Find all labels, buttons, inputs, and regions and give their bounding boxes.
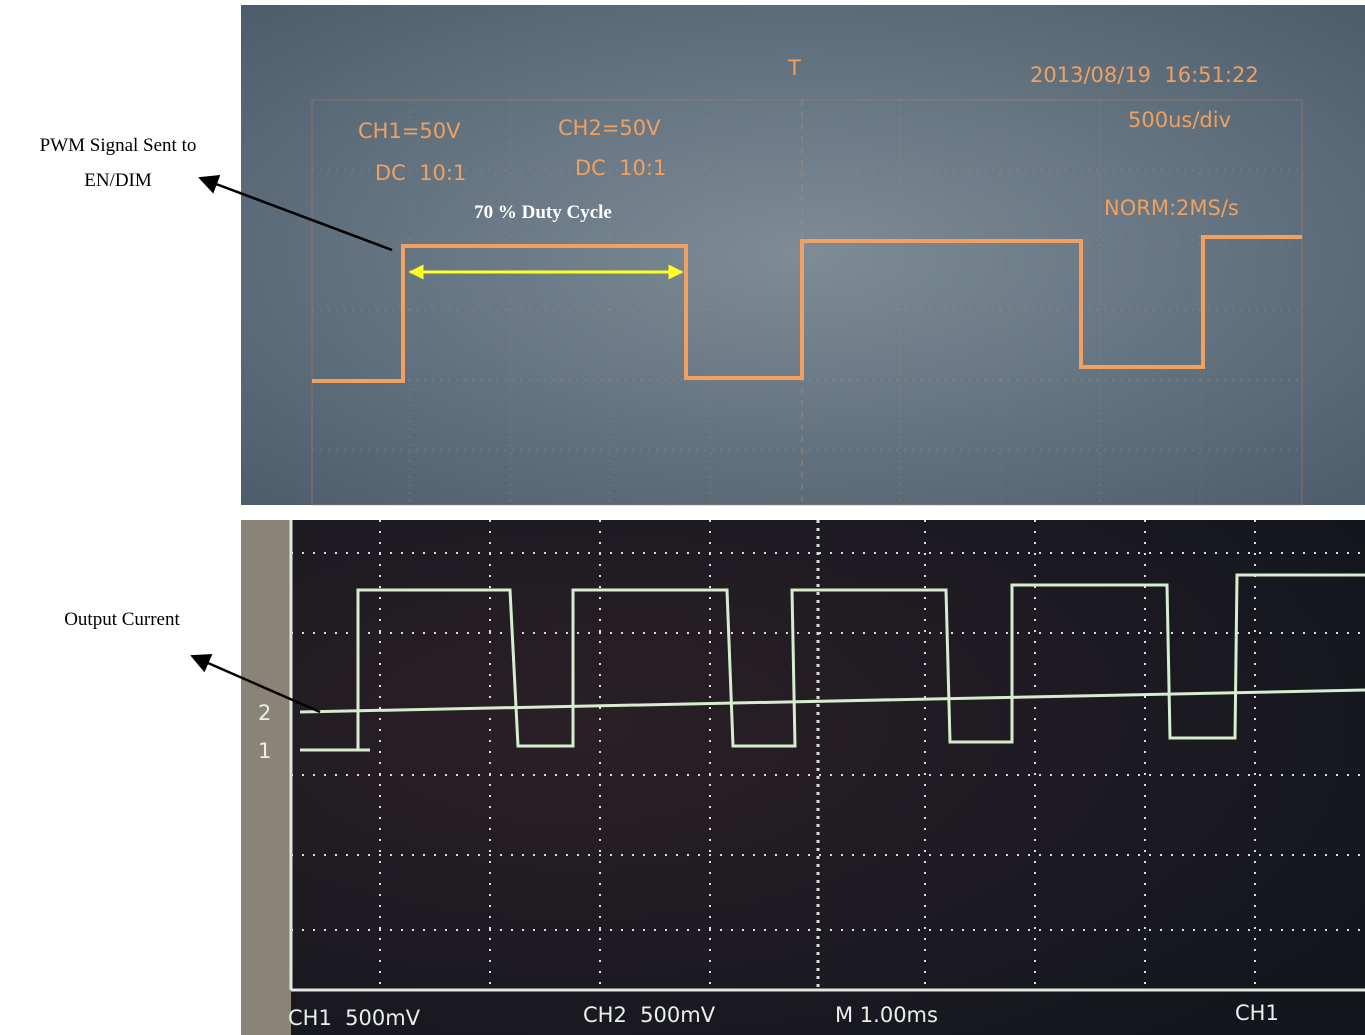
timebase: 500us/div <box>1128 108 1231 132</box>
pwm-label: PWM Signal Sent to <box>40 135 197 156</box>
pwm-label: EN/DIM <box>84 170 152 191</box>
timebase: M 1.00ms <box>835 1003 938 1027</box>
bezel <box>241 520 291 1035</box>
trigger-marker: T <box>787 56 801 80</box>
ch1-coupling: DC 10:1 <box>375 161 466 185</box>
sample-rate: NORM:2MS/s <box>1104 196 1239 220</box>
datetime: 2013/08/19 16:51:22 <box>1030 63 1259 87</box>
ch1-scale: CH1 500mV <box>288 1006 421 1030</box>
trigger-source: CH1 <box>1235 1001 1279 1025</box>
ch2-coupling: DC 10:1 <box>575 156 666 180</box>
output-label: Output Current <box>64 609 180 630</box>
duty-label: 70 % Duty Cycle <box>474 202 612 223</box>
ch2-marker: 2 <box>258 701 271 725</box>
bottom-scope: 2 1 CH1 500mV CH2 500mV M 1.00ms CH1 <box>241 520 1365 1035</box>
ch1-marker: 1 <box>258 739 271 763</box>
top-scope: 2013/08/19 16:51:22 500us/div CH1=50V CH… <box>241 5 1365 505</box>
figure: 2013/08/19 16:51:22 500us/div CH1=50V CH… <box>0 0 1365 1035</box>
screen <box>241 520 1365 1035</box>
ch2-scale: CH2=50V <box>558 116 661 140</box>
ch1-scale: CH1=50V <box>358 119 461 143</box>
ch2-scale: CH2 500mV <box>583 1003 716 1027</box>
